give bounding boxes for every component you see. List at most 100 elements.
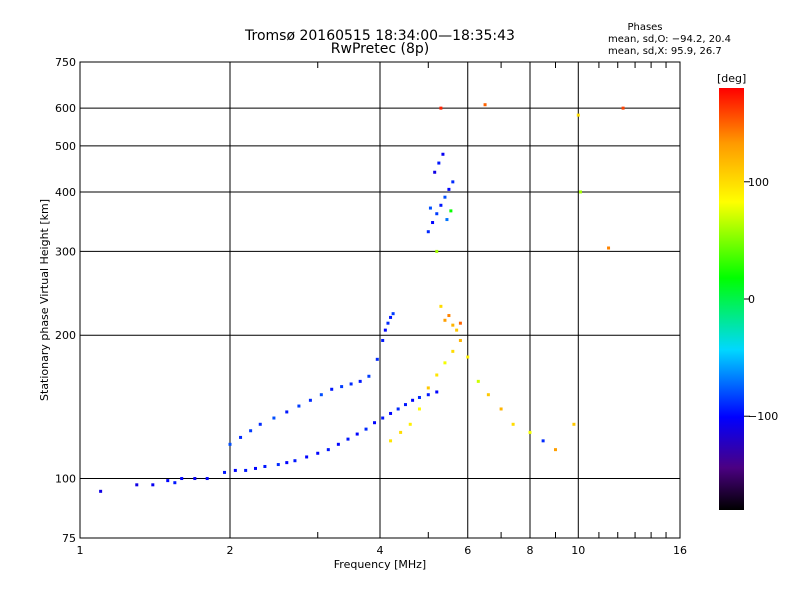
data-point: [276, 463, 280, 467]
data-point: [449, 209, 453, 213]
x-tick-label: 10: [571, 544, 585, 557]
data-point: [326, 448, 330, 452]
stats-x-mode: mean, sd,X: 95.9, 26.7: [608, 46, 722, 57]
y-tick-label: 600: [55, 102, 76, 115]
data-point: [435, 373, 439, 377]
data-point: [389, 315, 393, 319]
data-point: [253, 466, 257, 470]
data-point: [349, 382, 353, 386]
data-point: [381, 338, 385, 342]
data-point: [439, 304, 443, 308]
data-point: [263, 464, 267, 468]
data-point: [396, 407, 400, 411]
data-point: [305, 455, 309, 459]
data-point: [451, 323, 455, 327]
data-point: [426, 230, 430, 234]
data-point: [249, 429, 253, 433]
data-point: [151, 483, 155, 487]
data-point: [258, 422, 262, 426]
data-point: [451, 349, 455, 353]
data-point: [445, 218, 449, 222]
data-point: [223, 470, 227, 474]
data-point: [528, 430, 532, 434]
data-point: [455, 328, 459, 332]
x-axis-label: Frequency [MHz]: [334, 558, 426, 571]
data-point: [386, 321, 390, 325]
x-tick-label: 1: [77, 544, 84, 557]
data-point: [330, 387, 334, 391]
data-point: [239, 435, 243, 439]
data-point: [572, 422, 576, 426]
data-point: [244, 468, 248, 472]
y-tick-label: 100: [55, 473, 76, 486]
data-point: [499, 407, 503, 411]
x-tick-label: 4: [377, 544, 384, 557]
data-point: [285, 410, 289, 414]
data-point: [437, 161, 441, 165]
data-point: [233, 468, 237, 472]
y-tick-labels: 75 100 200 300 400 500 600 750: [55, 56, 76, 545]
data-point: [180, 477, 184, 481]
data-point: [435, 249, 439, 253]
data-point: [578, 190, 582, 194]
data-point: [389, 411, 393, 415]
data-point: [447, 187, 451, 191]
data-point: [447, 314, 451, 318]
y-axis-label: Stationary phase Virtual Height [km]: [38, 199, 51, 401]
data-point: [408, 422, 412, 426]
y-tick-label: 300: [55, 245, 76, 258]
chart-title-line1: Tromsø 20160515 18:34:00—18:35:43: [244, 28, 515, 44]
data-point: [389, 439, 393, 443]
x-tick-label: 16: [673, 544, 687, 557]
data-point: [458, 321, 462, 325]
minor-ticks: [317, 62, 667, 538]
data-point: [336, 442, 340, 446]
y-tick-label: 500: [55, 140, 76, 153]
data-point: [99, 489, 103, 493]
data-point: [553, 448, 557, 452]
data-point: [355, 432, 359, 436]
data-point: [621, 106, 625, 110]
data-point: [285, 461, 289, 465]
data-points: [99, 103, 625, 493]
plot-area: 1 2 4 6 8 10 16 75 100 200 300 400 500 600 750: [55, 56, 687, 557]
data-point: [399, 430, 403, 434]
data-point: [205, 477, 209, 481]
colorbar-ticks: 100 0 −100: [744, 176, 778, 423]
data-point: [364, 427, 368, 431]
data-point: [272, 416, 276, 420]
data-point: [443, 195, 447, 199]
colorbar-tick-label: 100: [748, 176, 769, 189]
data-point: [428, 206, 432, 210]
data-point: [426, 386, 430, 390]
data-point: [511, 422, 515, 426]
data-point: [319, 393, 323, 397]
data-point: [297, 404, 301, 408]
data-point: [417, 407, 421, 411]
chart-title-line2: RwPretec (8p): [331, 41, 429, 57]
data-point: [417, 395, 421, 399]
data-point: [431, 221, 435, 225]
data-point: [391, 312, 395, 316]
stats-o-mode: mean, sd,O: −94.2, 20.4: [608, 34, 731, 45]
data-point: [135, 483, 139, 487]
colorbar-label: [deg]: [717, 72, 746, 85]
data-point: [451, 180, 455, 184]
x-tick-label: 8: [527, 544, 534, 557]
data-point: [367, 374, 371, 378]
data-point: [483, 103, 487, 107]
x-tick-label: 2: [227, 544, 234, 557]
colorbar-gradient: [719, 88, 744, 510]
data-point: [458, 338, 462, 342]
colorbar-tick-label: −100: [748, 410, 778, 423]
data-point: [381, 416, 385, 420]
y-tick-label: 400: [55, 186, 76, 199]
data-point: [308, 398, 312, 402]
y-tick-label: 750: [55, 56, 76, 69]
data-point: [340, 385, 344, 389]
data-point: [476, 379, 480, 383]
data-point: [439, 203, 443, 207]
data-point: [316, 451, 320, 455]
x-tick-labels: 1 2 4 6 8 10 16: [77, 544, 688, 557]
